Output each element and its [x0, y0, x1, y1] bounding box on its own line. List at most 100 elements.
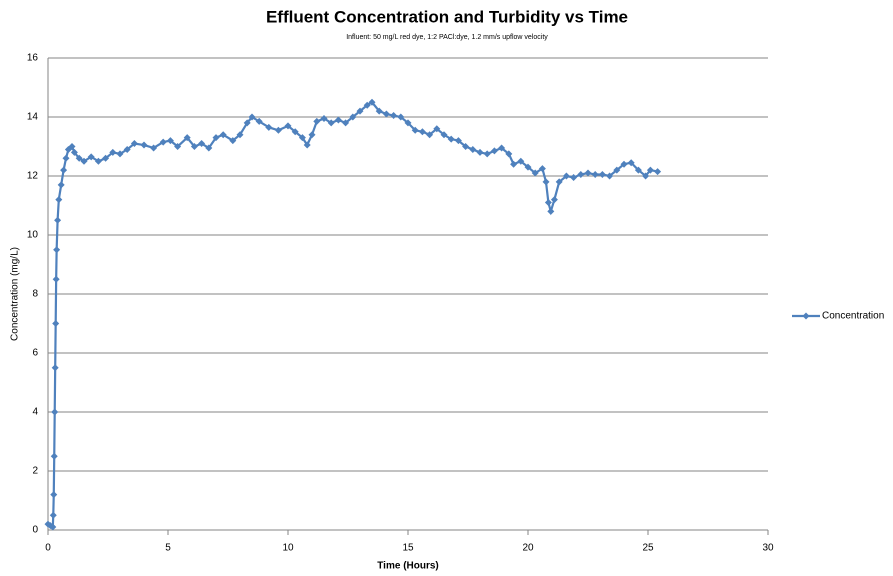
y-tick-label: 8 — [32, 289, 38, 300]
data-point — [349, 113, 357, 121]
data-point — [447, 135, 455, 143]
data-point — [205, 144, 213, 152]
x-tick-label: 25 — [642, 543, 654, 554]
data-point — [547, 207, 555, 215]
data-point — [342, 119, 350, 127]
data-point — [53, 246, 61, 254]
data-point — [298, 134, 306, 142]
data-point — [404, 119, 412, 127]
data-point — [531, 169, 539, 177]
data-point — [462, 143, 470, 150]
data-point — [50, 491, 58, 499]
data-point — [646, 166, 654, 174]
data-point — [190, 143, 198, 150]
data-point — [570, 173, 578, 181]
data-point — [212, 134, 220, 142]
data-point — [634, 166, 642, 174]
data-point — [510, 160, 518, 168]
data-point — [613, 166, 621, 174]
data-point — [109, 148, 117, 156]
legend-label: Concentration — [822, 311, 884, 322]
x-tick-label: 0 — [45, 543, 51, 554]
y-tick-label: 2 — [32, 466, 38, 477]
x-tick-label: 30 — [762, 543, 774, 554]
data-point — [57, 181, 65, 189]
data-point — [313, 117, 321, 125]
data-point — [102, 154, 110, 162]
data-point — [418, 128, 426, 136]
data-point — [70, 148, 78, 156]
data-point — [166, 137, 174, 145]
data-point — [368, 98, 376, 106]
data-point — [87, 153, 95, 161]
data-point — [433, 125, 441, 133]
data-point — [284, 122, 292, 130]
data-point — [620, 160, 628, 168]
data-point — [68, 143, 76, 150]
data-point — [62, 154, 70, 162]
data-point — [555, 178, 563, 186]
data-point — [544, 199, 552, 207]
data-point — [483, 150, 491, 158]
data-point — [334, 116, 342, 124]
y-axis-label: Concentration (mg/L) — [10, 247, 21, 341]
data-point — [140, 141, 148, 149]
x-tick-label: 15 — [402, 543, 414, 554]
data-point — [55, 196, 63, 204]
data-point — [248, 113, 256, 121]
data-point — [130, 140, 138, 148]
data-point — [327, 119, 335, 127]
y-tick-label: 16 — [27, 53, 39, 64]
data-point — [397, 113, 405, 121]
y-tick-label: 0 — [32, 525, 38, 536]
chart-title: Effluent Concentration and Turbidity vs … — [266, 7, 628, 26]
data-point — [562, 172, 570, 180]
data-point — [426, 131, 434, 139]
x-axis-label: Time (Hours) — [377, 561, 439, 572]
data-point — [150, 144, 158, 152]
data-point — [255, 117, 263, 125]
data-point — [236, 131, 244, 139]
data-point — [75, 154, 83, 162]
x-tick-label: 10 — [282, 543, 294, 554]
data-point — [356, 107, 364, 115]
data-point — [476, 148, 484, 156]
data-point — [198, 140, 206, 148]
data-point — [49, 511, 57, 519]
data-point — [51, 408, 59, 416]
data-point — [265, 123, 273, 131]
data-point — [591, 171, 599, 179]
y-tick-label: 6 — [32, 348, 38, 359]
data-point — [524, 163, 532, 171]
data-point — [584, 169, 592, 177]
data-point — [411, 126, 419, 134]
x-tick-label: 20 — [522, 543, 534, 554]
data-point — [390, 112, 398, 120]
data-point — [550, 196, 558, 204]
data-point — [274, 126, 282, 134]
y-tick-label: 14 — [27, 112, 39, 123]
y-tick-label: 12 — [27, 171, 39, 182]
data-point — [116, 150, 124, 158]
data-point — [183, 134, 191, 142]
data-point — [642, 172, 650, 180]
data-point — [627, 159, 635, 167]
legend-marker — [802, 312, 810, 320]
data-point — [469, 145, 477, 153]
data-point — [454, 137, 462, 145]
data-point — [52, 320, 60, 327]
data-point — [517, 157, 525, 165]
data-point — [60, 166, 68, 174]
data-point — [320, 114, 328, 122]
data-point — [363, 101, 371, 109]
data-point — [243, 119, 251, 127]
data-point — [542, 178, 550, 186]
data-point — [375, 107, 383, 115]
data-point — [94, 157, 102, 165]
data-point — [291, 128, 299, 136]
data-point — [498, 144, 506, 152]
data-point — [174, 143, 182, 150]
data-point — [440, 131, 448, 139]
data-point — [598, 171, 606, 179]
